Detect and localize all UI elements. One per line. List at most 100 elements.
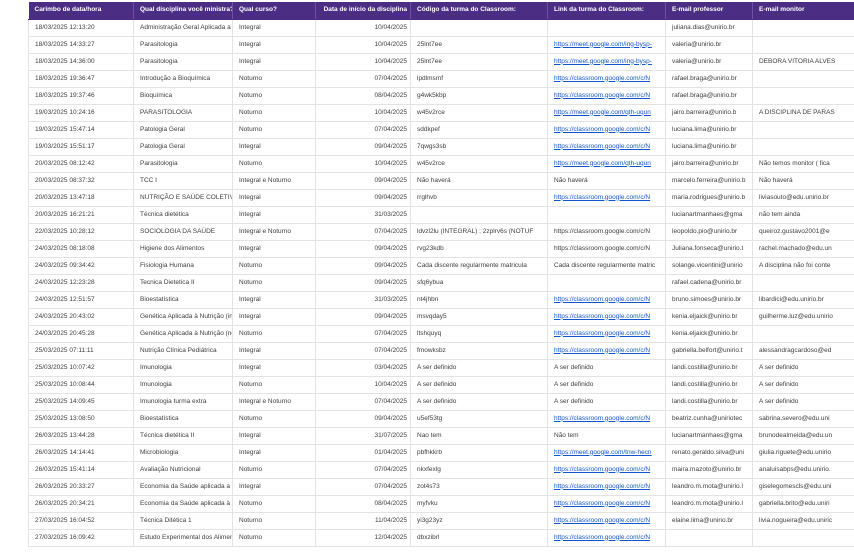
classroom-link[interactable]: https://classroom.google.com/c/N [554, 516, 651, 524]
classroom-link[interactable]: https://classroom.google.com/c/N [554, 499, 651, 507]
cell-text: 09/04/2025 [374, 193, 407, 201]
classroom-link[interactable]: https://classroom.google.com/c/N [554, 142, 651, 150]
cell-email_monitor [752, 121, 854, 139]
cell-disciplina: NUTRIÇÃO E SAÚDE COLETIVA [133, 189, 233, 207]
classroom-link[interactable]: https://meet.google.com/ing-bysp- [554, 57, 652, 65]
classroom-link[interactable]: https://meet.google.com/qth-uqun [554, 108, 651, 116]
cell-curso: Integral [232, 206, 316, 224]
cell-text: A ser definido [759, 380, 799, 388]
table-row: 24/03/2025 09:34:42 Fisiologia Humana Notu… [28, 257, 854, 275]
cell-disciplina: PARASITOLOGIA [133, 104, 233, 122]
cell-text: Não haverá [554, 176, 588, 184]
cell-link: https://classroom.google.com/c/N [547, 342, 666, 360]
cell-text: 01/04/2025 [374, 448, 407, 456]
cell-timestamp: 18/03/2025 12:13:20 [28, 19, 134, 37]
classroom-link[interactable]: https://classroom.google.com/c/N [554, 533, 651, 541]
cell-timestamp: 22/03/2025 10:28:12 [28, 223, 134, 241]
table-row: 20/03/2025 16:21:21 Técnica dietética Inte… [28, 206, 854, 224]
cell-text: Integral e Noturno [239, 397, 292, 405]
table-row: 24/03/2025 12:51:57 Bioestatística Integra… [28, 291, 854, 309]
cell-text: 10/04/2025 [374, 380, 407, 388]
cell-inicio: 09/04/2025 [315, 410, 411, 428]
cell-text: Noturno [239, 516, 263, 524]
responses-table: Carimbo de data/hora Qual disciplina você… [28, 2, 854, 547]
classroom-link[interactable]: https://classroom.google.com/c/N [554, 91, 651, 99]
cell-codigo: Não haverá [410, 172, 548, 190]
classroom-link[interactable]: https://meet.google.com/ing-bysp- [554, 40, 652, 48]
cell-text: Noturno [239, 108, 263, 116]
cell-email_prof: jairo.barreira@unirio.br [665, 155, 753, 173]
cell-text: Integral [239, 346, 261, 354]
cell-text: 07/04/2025 [374, 397, 407, 405]
classroom-link[interactable]: https://classroom.google.com/c/N [554, 295, 651, 303]
cell-text: A ser definido [759, 363, 799, 371]
cell-curso: Integral [232, 359, 316, 377]
classroom-link[interactable]: https://classroom.google.com/c/N [554, 482, 651, 490]
cell-email_prof: rafael.braga@unirio.br [665, 87, 753, 105]
cell-text: rafael.braga@unirio.br [672, 74, 737, 82]
classroom-link[interactable]: https://classroom.google.com/c/N [554, 74, 651, 82]
cell-link: https://classroom.google.com/c/N [547, 291, 666, 309]
column-header-codigo: Código da turma do Classroom: [410, 2, 548, 20]
column-header-disciplina: Qual disciplina você ministra? [133, 2, 233, 20]
cell-inicio: 07/04/2025 [315, 342, 411, 360]
cell-text: Patologia Geral [140, 125, 185, 133]
cell-email_prof: kenia.eljaick@unirio.br [665, 325, 753, 343]
cell-text: sddkpef [417, 125, 440, 133]
cell-email_monitor: giulia.riguete@edu.unirio [752, 444, 854, 462]
cell-inicio: 09/04/2025 [315, 172, 411, 190]
cell-link: https://classroom.google.com/c/N [547, 512, 666, 530]
classroom-link[interactable]: https://classroom.google.com/c/N [554, 414, 651, 422]
cell-text: Noturno [239, 465, 263, 473]
cell-text: ltshquyq [417, 329, 442, 337]
cell-text: Noturno [239, 380, 263, 388]
table-row: 18/03/2025 19:37:46 Bioquímica Noturno 08/0… [28, 87, 854, 105]
cell-text: 18/03/2025 14:36:00 [35, 57, 95, 65]
classroom-link[interactable]: https://classroom.google.com/c/N [554, 193, 651, 201]
cell-text: dbxzibrl [417, 533, 440, 541]
cell-link: https://classroom.google.com/c/N [547, 87, 666, 105]
cell-text: Noturno [239, 278, 263, 286]
cell-timestamp: 26/03/2025 15:41:14 [28, 461, 134, 479]
cell-inicio: 07/04/2025 [315, 121, 411, 139]
cell-text: Genética Aplicada à Nutrição (integ [140, 312, 233, 320]
table-row: 22/03/2025 10:28:12 SOCIOLOGIA DA SAÚDE In… [28, 223, 854, 241]
cell-email_prof: leopoldo.pio@unirio.br [665, 223, 753, 241]
classroom-link[interactable]: https://classroom.google.com/c/N [554, 125, 651, 133]
cell-text: 25/03/2025 14:09:45 [35, 397, 95, 405]
cell-email_prof: elaine.lima@unirio.br [665, 512, 753, 530]
cell-text: 24/03/2025 12:23:28 [35, 278, 95, 286]
cell-text: 07/04/2025 [374, 329, 407, 337]
cell-inicio: 08/04/2025 [315, 87, 411, 105]
cell-email_monitor: Não haverá [752, 172, 854, 190]
column-header-curso: Qual curso? [232, 2, 316, 20]
cell-timestamp: 19/03/2025 15:47:14 [28, 121, 134, 139]
classroom-link[interactable]: https://classroom.google.com/c/N [554, 329, 651, 337]
cell-link: https://classroom.google.com/c/N [547, 529, 666, 547]
classroom-link[interactable]: https://classroom.google.com/c/N [554, 465, 651, 473]
cell-text: 19/03/2025 15:51:17 [35, 142, 95, 150]
cell-text: Noturno [239, 74, 263, 82]
cell-link: https://classroom.google.com/c/N [547, 461, 666, 479]
cell-disciplina: Parasitologia [133, 36, 233, 54]
cell-timestamp: 24/03/2025 12:23:28 [28, 274, 134, 292]
classroom-link[interactable]: https://classroom.google.com/c/N [554, 312, 651, 320]
cell-curso: Noturno [232, 512, 316, 530]
cell-text: 10/04/2025 [374, 108, 407, 116]
cell-text: Imunologia [140, 363, 172, 371]
classroom-link[interactable]: https://classroom.google.com/c/N [554, 346, 651, 354]
cell-text: A disciplina não foi conte [759, 261, 831, 269]
cell-timestamp: 25/03/2025 14:09:45 [28, 393, 134, 411]
cell-inicio: 08/04/2025 [315, 495, 411, 513]
cell-inicio: 10/04/2025 [315, 19, 411, 37]
cell-curso: Integral [232, 53, 316, 71]
cell-timestamp: 26/03/2025 20:34:21 [28, 495, 134, 513]
header-row: Carimbo de data/hora Qual disciplina você… [28, 2, 854, 20]
cell-text: Integral [239, 23, 261, 31]
cell-codigo: dbxzibrl [410, 529, 548, 547]
table-body: 18/03/2025 12:13:20 Administração Geral A… [28, 19, 854, 547]
classroom-link[interactable]: https://meet.google.com/tnw-hecn [554, 448, 652, 456]
classroom-link[interactable]: https://meet.google.com/qth-uqun [554, 159, 651, 167]
table-row: 19/03/2025 15:51:17 Patologia Geral Integr… [28, 138, 854, 156]
cell-text: Não tem [554, 431, 579, 439]
